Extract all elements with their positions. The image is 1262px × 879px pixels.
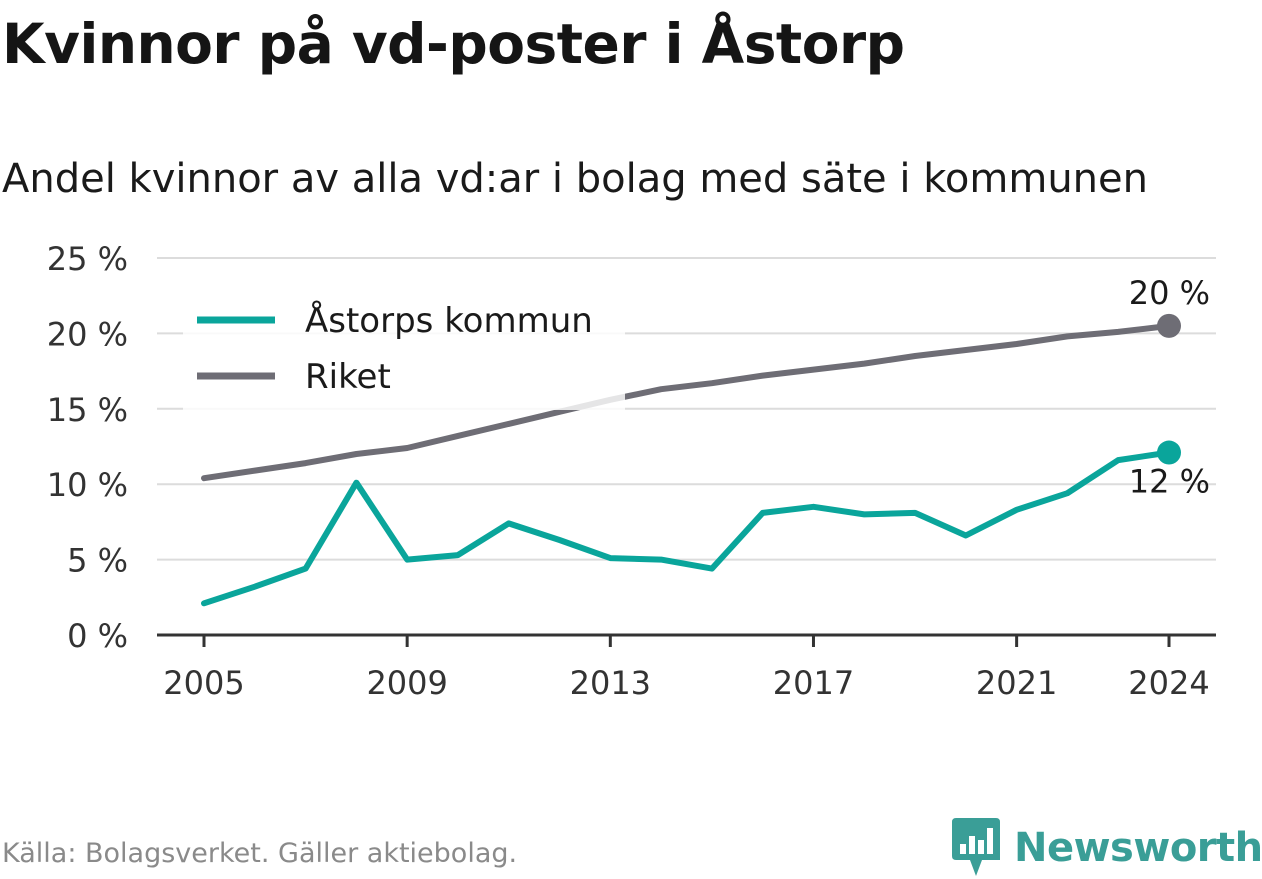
axes: 0 % 5 % 10 % 15 % 20 % 25 % 2005 2009 2013 2017 20…: [47, 240, 1216, 702]
brand-name: Newsworthy: [1014, 825, 1262, 871]
end-value-label: 12 %: [1129, 463, 1210, 501]
y-tick-label: 15 %: [47, 391, 128, 429]
chart-subtitle: Andel kvinnor av alla vd:ar i bolag med …: [2, 156, 1148, 202]
source-note: Källa: Bolagsverket. Gäller aktiebolag.: [2, 838, 518, 869]
end-value-label: 20 %: [1129, 274, 1210, 312]
x-tick-label: 2009: [366, 664, 447, 702]
legend: Åstorps kommun Riket: [183, 292, 625, 410]
legend-background: [183, 292, 625, 410]
series-line: [201, 449, 1172, 607]
x-tick-label: 2024: [1128, 664, 1209, 702]
x-tick-label: 2021: [976, 664, 1057, 702]
y-tick-label: 10 %: [47, 466, 128, 504]
series-end-point: [1157, 313, 1181, 338]
x-tick-label: 2017: [773, 664, 854, 702]
y-tick-label: 5 %: [67, 542, 128, 580]
y-tick-label: 0 %: [67, 617, 128, 655]
brand-logo[interactable]: Newsworthy: [950, 818, 1262, 878]
end-labels: 12 % 20 %: [1129, 274, 1210, 501]
series-end-point: [1157, 440, 1181, 465]
legend-label: Åstorps kommun: [305, 300, 593, 341]
series-lines: [201, 313, 1181, 607]
y-tick-label: 20 %: [47, 315, 128, 353]
x-tick-label: 2013: [570, 664, 651, 702]
series-line: [201, 322, 1172, 482]
chart-title: Kvinnor på vd-poster i Åstorp: [2, 12, 905, 76]
legend-label: Riket: [305, 357, 391, 397]
line-chart: 0 % 5 % 10 % 15 % 20 % 25 % 2005 2009 2013 2017 20…: [47, 240, 1216, 702]
y-tick-label: 25 %: [47, 240, 128, 278]
x-tick-label: 2005: [163, 664, 244, 702]
newsworthy-bar-chart-icon: [952, 818, 1000, 876]
